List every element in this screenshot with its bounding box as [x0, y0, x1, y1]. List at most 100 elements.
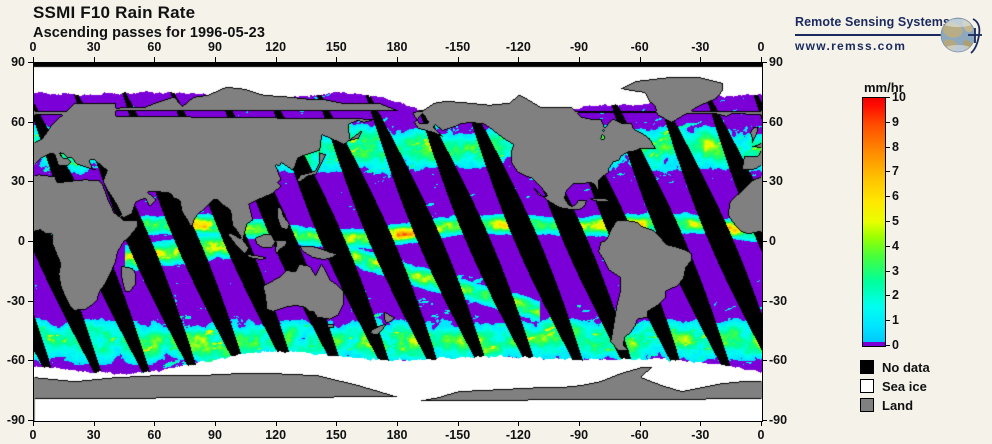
legend-item: Sea ice [860, 377, 990, 396]
colorbar-tick [885, 295, 890, 297]
colorbar-tick-label: 5 [892, 214, 899, 228]
axis-label-lat-right: 90 [769, 55, 783, 69]
axis-label-lon-top: 90 [208, 40, 222, 54]
page-title: SSMI F10 Rain Rate [33, 3, 196, 22]
brand-url: www.remss.com [795, 39, 907, 53]
axis-label-lon-bottom: -120 [505, 428, 531, 442]
axis-tick-y-left [28, 62, 33, 63]
legend-swatch [860, 360, 874, 374]
axis-tick-x-top [93, 57, 95, 62]
axis-label-lon-top: -60 [630, 40, 649, 54]
axis-label-lon-top: 0 [757, 40, 765, 54]
axis-label-lat-left: 60 [11, 114, 25, 129]
colorbar-tick [885, 221, 890, 222]
colorbar-tick-label: 2 [892, 288, 899, 303]
axis-tick-y-right [762, 62, 767, 63]
axis-tick-x-top [579, 57, 580, 62]
colorbar-tick-label: 1 [892, 313, 899, 328]
axis-tick-y-left [28, 241, 33, 242]
page-subtitle: Ascending passes for 1996-05-23 [33, 25, 265, 41]
axis-tick-x-bottom [639, 421, 641, 426]
colorbar-tick [885, 146, 890, 148]
axis-tick-x-top [336, 57, 338, 62]
axis-label-lon-bottom: 30 [86, 428, 101, 442]
colorbar-tick [885, 171, 890, 173]
axis-label-lon-bottom: -150 [445, 428, 471, 442]
colorbar-tick [885, 196, 890, 198]
axis-tick-x-bottom [579, 421, 580, 426]
axis-tick-x-bottom [761, 421, 762, 426]
axis-label-lon-bottom: 180 [386, 428, 408, 442]
axis-tick-x-bottom [215, 421, 216, 426]
axis-tick-y-left [28, 420, 33, 421]
axis-label-lon-bottom: 0 [29, 428, 37, 442]
axis-tick-x-top [397, 57, 398, 62]
colorbar-tick-label: 9 [892, 114, 899, 129]
axis-label-lat-right: -90 [769, 413, 788, 427]
axis-label-lon-bottom: -30 [691, 428, 710, 442]
axis-tick-x-top [457, 57, 459, 62]
axis-label-lon-bottom: 120 [265, 428, 287, 442]
axis-tick-x-top [700, 57, 702, 62]
axis-tick-y-right [762, 420, 767, 421]
colorbar-tick-label: 8 [892, 139, 899, 154]
axis-label-lon-top: 150 [325, 40, 347, 54]
axis-tick-y-right [762, 241, 767, 242]
axis-label-lon-top: 30 [86, 40, 101, 54]
axis-tick-x-top [33, 57, 34, 62]
colorbar-tick-label: 6 [892, 189, 899, 204]
colorbar-tick [885, 121, 890, 123]
axis-tick-x-top [215, 57, 216, 62]
axis-label-lat-left: 30 [11, 174, 25, 189]
colorbar-tick-label: 10 [892, 90, 906, 104]
axis-label-lon-top: 0 [29, 40, 37, 54]
axis-label-lat-left: -90 [6, 413, 25, 427]
colorbar-tick-label: 7 [892, 164, 899, 179]
axis-tick-x-bottom [93, 421, 95, 426]
axis-label-lat-left: -30 [6, 293, 25, 308]
axis-label-lon-bottom: 90 [208, 428, 222, 442]
axis-label-lon-bottom: 150 [325, 428, 347, 442]
map-legend: No data Sea ice Land [860, 358, 990, 415]
axis-tick-x-bottom [275, 421, 277, 426]
colorbar-tick-label: 3 [892, 263, 899, 278]
axis-label-lon-bottom: -60 [630, 428, 649, 442]
axis-tick-x-top [639, 57, 641, 62]
axis-tick-y-left [28, 300, 33, 302]
axis-label-lat-left: 90 [11, 55, 25, 69]
axis-label-lat-right: -30 [769, 293, 788, 308]
globe-icon [940, 17, 982, 54]
axis-label-lat-right: -60 [769, 353, 788, 368]
legend-label: Land [882, 398, 914, 413]
axis-label-lat-left: -60 [6, 353, 25, 368]
axis-label-lon-top: 60 [147, 40, 162, 54]
colorbar-tick-label: 0 [892, 338, 899, 352]
axis-tick-y-right [762, 121, 767, 123]
axis-tick-y-right [762, 300, 767, 302]
axis-tick-x-top [154, 57, 156, 62]
colorbar-title: mm/hr [864, 80, 904, 95]
axis-tick-y-left [28, 181, 33, 183]
remss-branding: Remote Sensing Systems www.remss.com [795, 10, 985, 60]
legend-label: Sea ice [882, 379, 927, 394]
axis-label-lon-bottom: 60 [147, 428, 162, 442]
colorbar-tick [885, 97, 890, 98]
axis-tick-x-bottom [336, 421, 338, 426]
colorbar-tick [885, 270, 890, 272]
axis-tick-x-top [518, 57, 520, 62]
colorbar-tick-label: 4 [892, 238, 899, 253]
axis-label-lon-bottom: 0 [757, 428, 765, 442]
axis-label-lat-right: 60 [769, 114, 783, 129]
axis-tick-x-bottom [397, 421, 398, 426]
axis-label-lon-top: 180 [386, 40, 408, 54]
axis-label-lat-left: 0 [18, 234, 25, 248]
colorbar-tick [885, 345, 890, 346]
axis-tick-x-bottom [518, 421, 520, 426]
colorbar-tick [885, 245, 890, 247]
legend-label: No data [882, 360, 930, 375]
colorbar-gradient [862, 97, 886, 347]
colorbar-tick [885, 320, 890, 322]
axis-label-lon-top: -30 [691, 40, 710, 54]
axis-tick-y-left [28, 360, 33, 362]
